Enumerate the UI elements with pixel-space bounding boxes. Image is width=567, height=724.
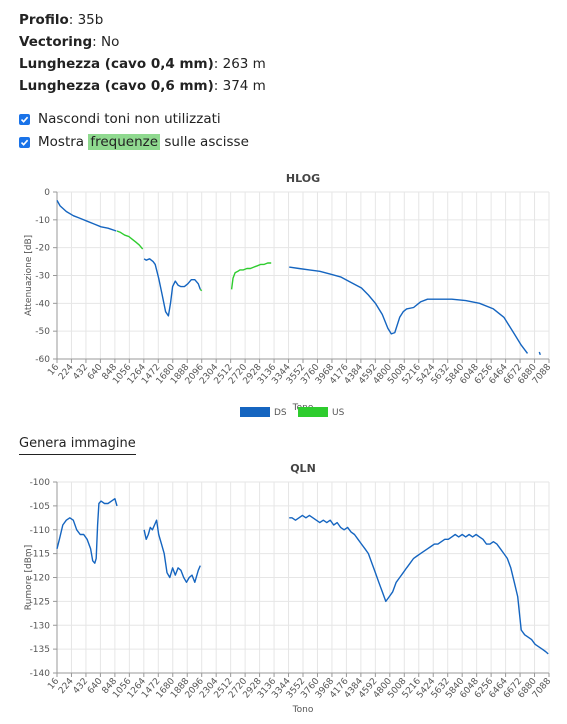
length-04-value: 263 m (222, 56, 266, 72)
hide-unused-tones-label: Nascondi toni non utilizzati (38, 111, 221, 127)
x-axis-label: Tono (292, 705, 314, 715)
y-tick-label: -40 (35, 299, 50, 309)
y-tick-label: -115 (30, 550, 50, 560)
vectoring-label: Vectoring (19, 34, 93, 50)
legend-label[interactable]: DS (274, 408, 287, 418)
y-tick-label: -130 (30, 621, 51, 631)
chart-title: HLOG (286, 172, 320, 185)
x-tick-label: 432 (72, 677, 91, 697)
y-tick-label: -110 (30, 526, 51, 536)
y-tick-label: -60 (35, 355, 50, 365)
legend-label[interactable]: US (332, 408, 345, 418)
series-line-us (116, 230, 144, 250)
show-frequencies-option[interactable]: Mostra frequenze sulle ascisse (19, 131, 249, 154)
chart-options: Nascondi toni non utilizzati Mostra freq… (19, 108, 249, 154)
length-06-value: 374 m (222, 78, 266, 94)
y-tick-label: -50 (35, 327, 50, 337)
generate-image-link[interactable]: Genera immagine (19, 436, 136, 455)
vectoring-value: No (101, 34, 120, 50)
series-line-ds (289, 514, 549, 655)
series-line-us (230, 262, 272, 290)
y-tick-label: -125 (30, 597, 50, 607)
x-tick-label: 640 (86, 362, 105, 382)
x-tick-label: 432 (72, 363, 91, 383)
series-line-ds (538, 351, 541, 356)
hlog-chart: HLOG0-10-20-30-40-50-6016224432640848105… (24, 172, 553, 418)
y-tick-label: -135 (30, 645, 50, 655)
y-tick-label: 0 (44, 188, 50, 198)
profile-label: Profilo (19, 12, 69, 28)
y-tick-label: -140 (30, 669, 51, 679)
hide-unused-tones-checkbox[interactable] (19, 114, 30, 125)
series-line-ds (56, 199, 117, 232)
vectoring-row: Vectoring: No (19, 34, 120, 50)
legend-swatch[interactable] (240, 407, 270, 417)
length-06-row: Lunghezza (cavo 0,6 mm): 374 m (19, 78, 266, 94)
show-frequencies-checkbox[interactable] (19, 137, 30, 148)
profile-value: 35b (77, 12, 104, 28)
y-tick-label: -30 (35, 272, 50, 282)
hide-unused-tones-option[interactable]: Nascondi toni non utilizzati (19, 108, 249, 131)
y-tick-label: -105 (30, 502, 50, 512)
y-axis-label: Rumore [dBm] (24, 545, 34, 610)
y-axis-label: Attenuazione [dB] (24, 235, 34, 316)
x-tick-label: 224 (57, 676, 76, 696)
series-line-ds (143, 258, 201, 317)
series-line-ds (56, 498, 118, 564)
series-line-us (199, 288, 203, 292)
y-tick-label: -10 (35, 216, 50, 226)
show-frequencies-post: sulle ascisse (160, 134, 249, 150)
checkmark-icon (20, 116, 29, 123)
chart-title: QLN (290, 462, 316, 475)
checkmark-icon (20, 139, 29, 146)
frequencies-highlight: frequenze (88, 134, 161, 150)
line-info: Profilo: 35b Vectoring: No Lunghezza (ca… (19, 9, 266, 97)
length-06-label: Lunghezza (cavo 0,6 mm) (19, 78, 214, 94)
y-tick-label: -100 (30, 478, 51, 488)
qln-chart: QLN-100-105-110-115-120-125-130-135-1401… (24, 462, 553, 715)
profile-row: Profilo: 35b (19, 12, 104, 28)
show-frequencies-pre: Mostra (38, 134, 89, 150)
series-line-ds (143, 519, 201, 584)
length-04-label: Lunghezza (cavo 0,4 mm) (19, 56, 214, 72)
legend-swatch[interactable] (298, 407, 328, 417)
series-line-ds (289, 266, 529, 354)
y-tick-label: -20 (35, 244, 50, 254)
x-tick-label: 640 (86, 676, 105, 696)
show-frequencies-label: Mostra frequenze sulle ascisse (38, 131, 249, 154)
x-tick-label: 224 (57, 362, 76, 382)
length-04-row: Lunghezza (cavo 0,4 mm): 263 m (19, 56, 266, 72)
y-tick-label: -120 (30, 574, 51, 584)
